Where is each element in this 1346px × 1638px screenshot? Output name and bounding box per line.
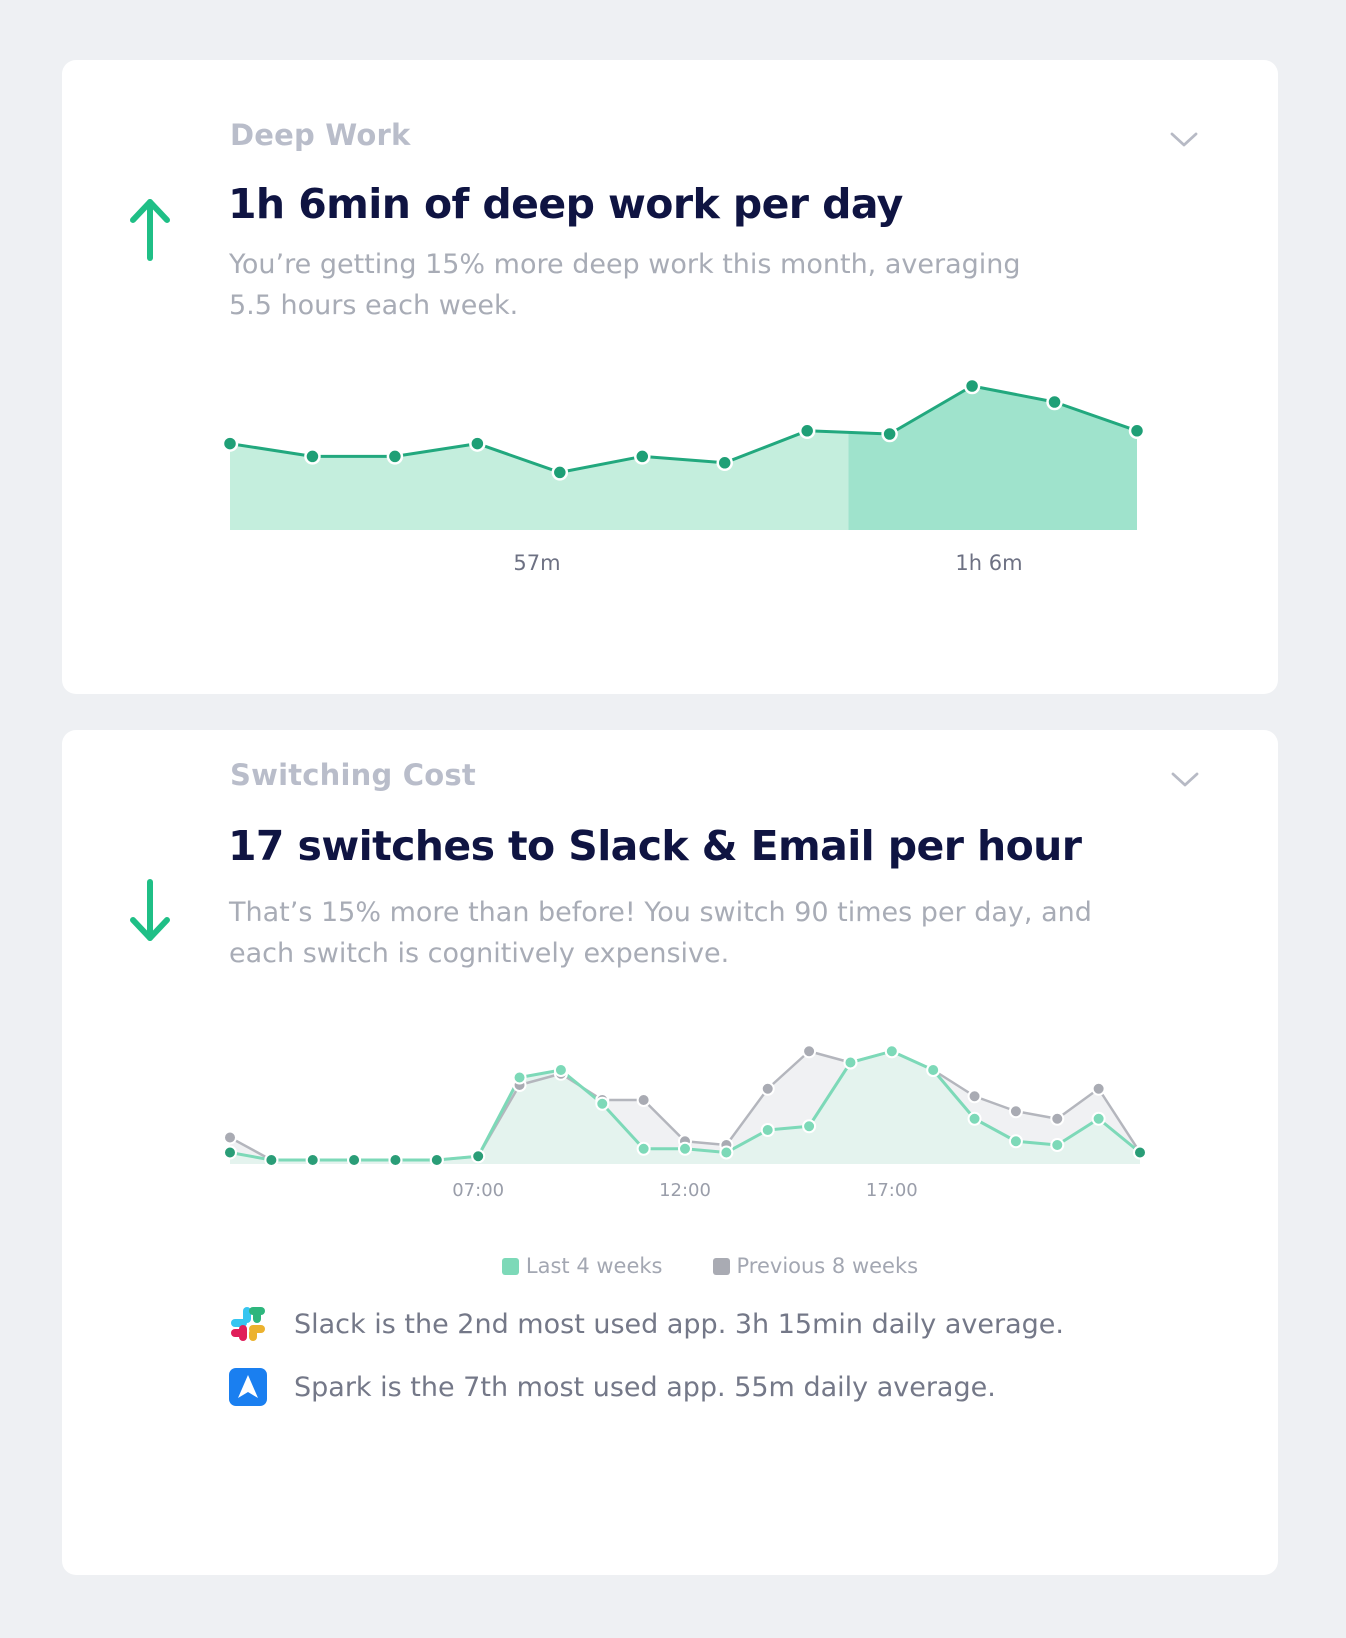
data-point-previous-8-weeks[interactable] <box>223 1130 237 1145</box>
description: You’re getting 15% more deep work this m… <box>229 249 1021 321</box>
period-label-previous: 57m <box>513 551 560 575</box>
data-point-last-4-weeks[interactable] <box>1133 1145 1147 1160</box>
legend-swatch <box>501 1257 519 1275</box>
data-point-last-4-weeks[interactable] <box>926 1063 941 1077</box>
x-tick-label: 07:00 <box>452 1180 504 1201</box>
chart-legend: Last 4 weeks Previous 8 weeks <box>62 1254 1278 1278</box>
deep-work-chart: 57m 1h 6m <box>221 377 1146 575</box>
app-usage-row-slack: Slack is the 2nd most used app. 3h 15min… <box>228 1304 1064 1344</box>
data-point-last-4-weeks[interactable] <box>802 1119 817 1134</box>
legend-item-last-4-weeks[interactable]: Last 4 weeks <box>501 1254 663 1278</box>
data-point[interactable] <box>304 448 321 465</box>
data-point-last-4-weeks[interactable] <box>636 1141 651 1156</box>
chevron-down-icon[interactable] <box>1169 130 1199 150</box>
x-tick-label: 12:00 <box>659 1180 711 1201</box>
data-point-last-4-weeks[interactable] <box>843 1055 858 1070</box>
data-point[interactable] <box>1128 422 1146 440</box>
legend-label: Previous 8 weeks <box>736 1254 919 1278</box>
data-point[interactable] <box>716 454 733 472</box>
data-point-previous-8-weeks[interactable] <box>636 1093 651 1107</box>
section-label: Switching Cost <box>230 758 476 792</box>
data-point[interactable] <box>221 435 239 452</box>
data-point-last-4-weeks[interactable] <box>1091 1111 1106 1126</box>
data-point[interactable] <box>881 425 898 443</box>
area-fill-previous <box>230 430 849 530</box>
data-point[interactable] <box>1046 393 1063 411</box>
data-point-last-4-weeks[interactable] <box>884 1044 899 1059</box>
period-label-current: 1h 6m <box>955 551 1022 575</box>
app-usage-text: Slack is the 2nd most used app. 3h 15min… <box>294 1308 1064 1340</box>
headline: 17 switches to Slack & Email per hour <box>228 822 1082 870</box>
data-point-last-4-weeks[interactable] <box>967 1111 982 1126</box>
description: That’s 15% more than before! You switch … <box>229 897 1092 969</box>
data-point-last-4-weeks[interactable] <box>264 1153 279 1167</box>
data-point[interactable] <box>798 422 816 440</box>
data-point-last-4-weeks[interactable] <box>512 1070 527 1085</box>
data-point-last-4-weeks[interactable] <box>719 1145 734 1160</box>
legend-swatch <box>712 1257 730 1275</box>
app-usage-text: Spark is the 7th most used app. 55m dail… <box>294 1371 996 1403</box>
data-point[interactable] <box>386 448 404 465</box>
switching-cost-chart: 07:00 12:00 17:00 <box>223 1044 1147 1201</box>
deep-work-card: Deep Work 1h 6min of deep work per day Y… <box>62 60 1278 694</box>
data-point-last-4-weeks[interactable] <box>388 1153 403 1167</box>
data-point-last-4-weeks[interactable] <box>595 1096 610 1111</box>
data-point[interactable] <box>634 448 651 465</box>
arrow-down-icon <box>130 879 170 941</box>
data-point-last-4-weeks[interactable] <box>223 1145 237 1160</box>
data-point-previous-8-weeks[interactable] <box>1091 1081 1106 1096</box>
series-line <box>229 384 1138 474</box>
data-point-previous-8-weeks[interactable] <box>760 1081 775 1096</box>
data-point-last-4-weeks[interactable] <box>471 1149 486 1164</box>
area-fill-last-4-weeks <box>230 1051 1140 1164</box>
legend-item-previous-8-weeks[interactable]: Previous 8 weeks <box>712 1254 919 1278</box>
data-point-previous-8-weeks[interactable] <box>1008 1104 1023 1119</box>
data-point-last-4-weeks[interactable] <box>305 1153 320 1167</box>
data-point-last-4-weeks[interactable] <box>678 1141 692 1156</box>
data-point-previous-8-weeks[interactable] <box>802 1044 817 1059</box>
data-point-last-4-weeks[interactable] <box>553 1063 568 1077</box>
legend-label: Last 4 weeks <box>525 1254 663 1278</box>
data-point-last-4-weeks[interactable] <box>1008 1134 1023 1149</box>
data-point[interactable] <box>551 464 569 481</box>
data-point-last-4-weeks[interactable] <box>347 1153 362 1167</box>
arrow-up-icon <box>130 199 170 261</box>
slack-icon <box>228 1304 268 1344</box>
x-tick-label: 17:00 <box>866 1180 918 1201</box>
data-point[interactable] <box>469 435 486 452</box>
data-point-previous-8-weeks[interactable] <box>1050 1111 1065 1126</box>
app-usage-row-spark: Spark is the 7th most used app. 55m dail… <box>228 1367 996 1407</box>
headline: 1h 6min of deep work per day <box>228 180 903 228</box>
switching-cost-card: Switching Cost 17 switches to Slack & Em… <box>62 730 1278 1575</box>
data-point-last-4-weeks[interactable] <box>1050 1138 1065 1152</box>
section-label: Deep Work <box>230 118 411 152</box>
spark-icon <box>228 1367 268 1407</box>
data-point-last-4-weeks[interactable] <box>760 1123 775 1137</box>
data-point-previous-8-weeks[interactable] <box>967 1089 982 1104</box>
area-fill-current <box>848 386 1137 530</box>
data-point-last-4-weeks[interactable] <box>429 1153 444 1167</box>
chevron-down-icon[interactable] <box>1170 770 1200 790</box>
data-point[interactable] <box>963 377 981 395</box>
